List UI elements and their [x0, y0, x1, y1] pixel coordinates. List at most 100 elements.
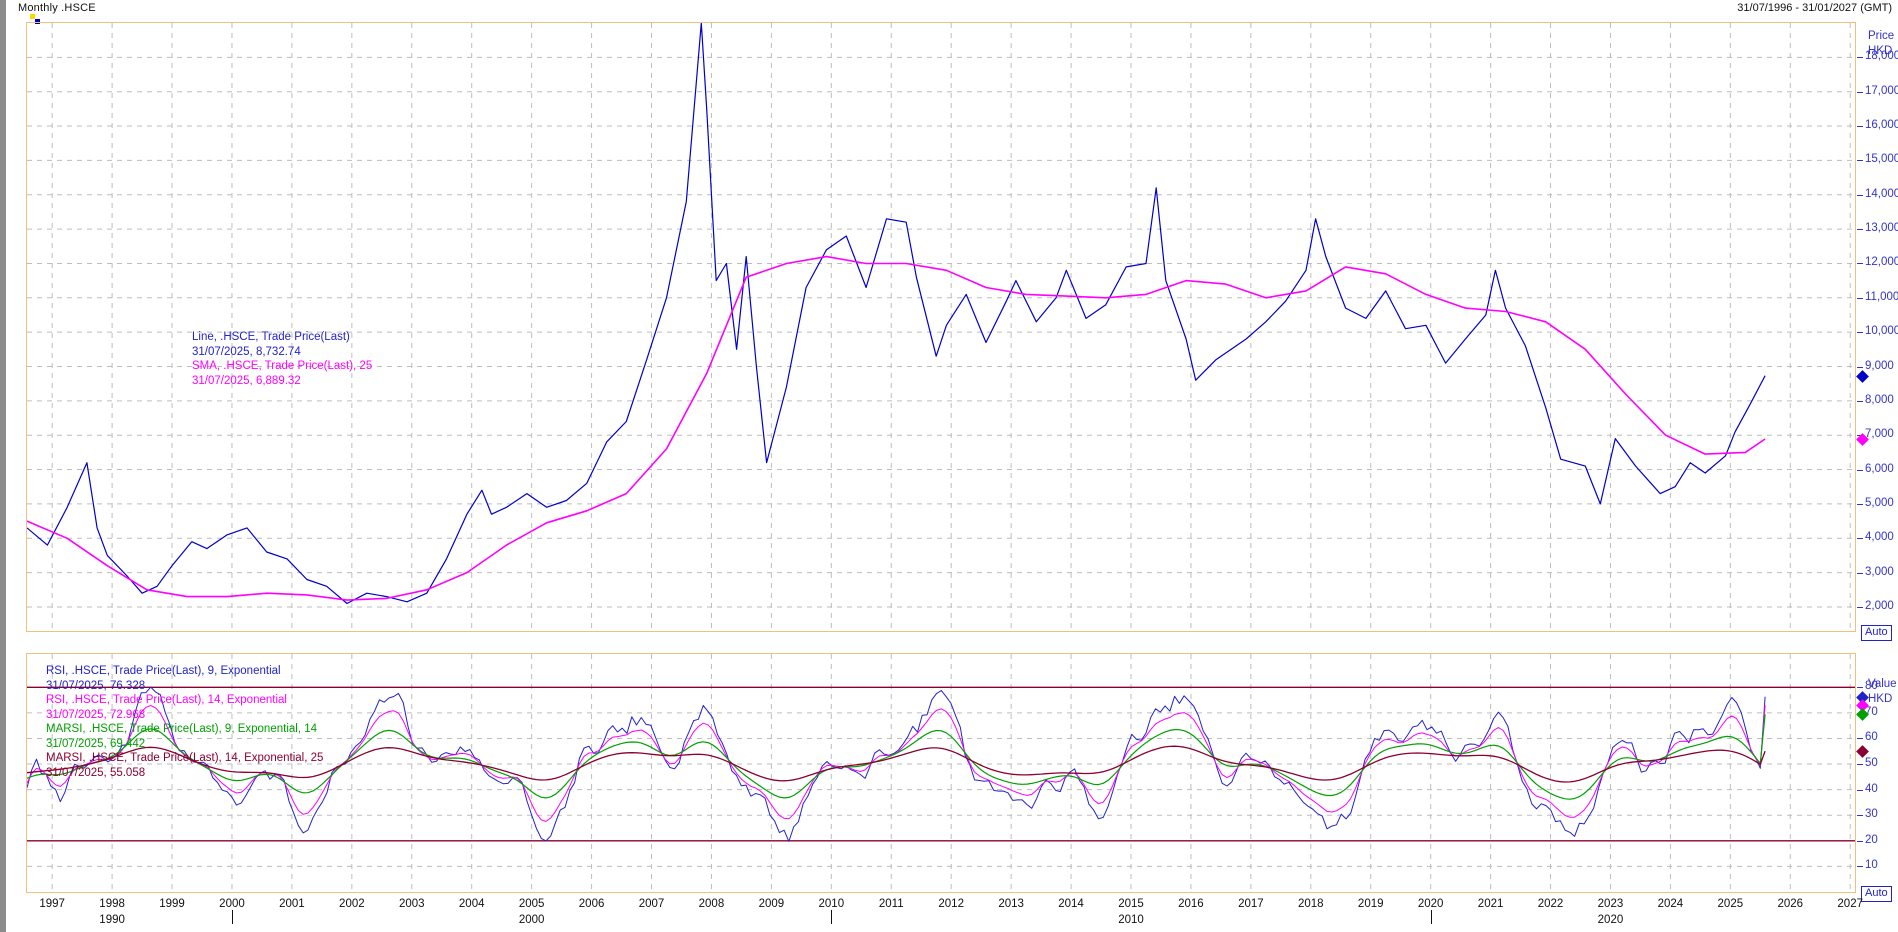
rsi-auto-scale-button[interactable]: Auto — [1861, 886, 1892, 902]
rsi-legend: RSI, .HSCE, Trade Price(Last), 9, Expone… — [46, 664, 323, 780]
price-tick-mark — [1857, 469, 1863, 471]
time-axis-year-label[interactable]: 2022 — [1537, 898, 1564, 910]
time-axis-year-label[interactable]: 2019 — [1357, 898, 1384, 910]
price-tick-label: 15,000 — [1865, 153, 1898, 166]
price-tick-label: 7,000 — [1865, 428, 1894, 441]
price-tick-mark — [1857, 538, 1863, 540]
time-axis-year-label[interactable]: 2002 — [339, 898, 365, 910]
legend-rsi-9-value: 31/07/2025, 76.328 — [46, 679, 146, 692]
price-tick-mark — [1857, 297, 1863, 299]
legend-sma-hsce-value: 31/07/2025, 6,889.32 — [192, 374, 301, 387]
crosshair-cursor-icon — [30, 14, 40, 24]
time-axis-decade-label: 2020 — [1597, 914, 1624, 926]
rsi-tick-mark — [1857, 840, 1863, 842]
price-tick-mark — [1857, 91, 1863, 93]
time-axis-year-label[interactable]: 1998 — [99, 898, 125, 910]
rsi-tick-mark — [1857, 764, 1863, 766]
legend-rsi-14: RSI, .HSCE, Trade Price(Last), 14, Expon… — [46, 694, 287, 706]
last-price-marker — [1856, 369, 1869, 383]
price-tick-label: 17,000 — [1865, 84, 1898, 97]
rsi-tick-mark — [1857, 866, 1863, 868]
price-axis-title-2: HKD — [1868, 45, 1893, 57]
price-auto-scale-button[interactable]: Auto — [1861, 625, 1892, 641]
price-tick-label: 5,000 — [1865, 496, 1894, 509]
time-axis-year-label[interactable]: 2023 — [1597, 898, 1624, 910]
legend-line-hsce-value: 31/07/2025, 8,732.74 — [192, 345, 301, 358]
time-axis-year-label[interactable]: 2017 — [1238, 898, 1264, 910]
rsi-tick-label: 30 — [1865, 808, 1878, 821]
time-axis-year-label[interactable]: 2001 — [279, 898, 305, 910]
time-axis-year-label[interactable]: 2011 — [878, 898, 904, 910]
time-axis-decade-label: 1990 — [99, 914, 125, 926]
price-axis-title-1: Price — [1868, 30, 1895, 42]
time-axis-year-label[interactable]: 2014 — [1058, 898, 1084, 910]
time-axis-decade-label: 2010 — [1118, 914, 1144, 926]
time-axis-year-label[interactable]: 2026 — [1777, 898, 1804, 910]
rsi-tick-mark — [1857, 815, 1863, 817]
price-tick-mark — [1857, 57, 1863, 59]
price-tick-label: 14,000 — [1865, 187, 1898, 200]
time-axis-year-label[interactable]: 2012 — [938, 898, 964, 910]
price-tick-mark — [1857, 400, 1863, 402]
rsi-tick-label: 50 — [1865, 757, 1878, 770]
rsi-tick-mark — [1857, 687, 1863, 689]
time-axis-decade-label: 2000 — [518, 914, 545, 926]
price-legend: Line, .HSCE, Trade Price(Last) 31/07/2025… — [192, 330, 372, 388]
rsi-tick-label: 80 — [1865, 680, 1878, 693]
time-axis-year-label[interactable]: 2003 — [398, 898, 425, 910]
time-axis-year-label[interactable]: 2016 — [1178, 898, 1204, 910]
rsi-tick-label: 60 — [1865, 731, 1878, 744]
time-axis-year-label[interactable]: 2005 — [518, 898, 545, 910]
time-axis-year-label[interactable]: 2000 — [219, 898, 245, 910]
time-axis-year-label[interactable]: 2025 — [1717, 898, 1744, 910]
price-tick-label: 18,000 — [1865, 50, 1898, 63]
time-axis-year-label[interactable]: 2015 — [1118, 898, 1144, 910]
time-axis-year-label[interactable]: 2009 — [758, 898, 785, 910]
price-tick-mark — [1857, 332, 1863, 334]
decade-divider-mark — [1430, 910, 1432, 924]
price-tick-label: 12,000 — [1865, 256, 1898, 269]
rsi-tick-label: 10 — [1865, 859, 1878, 872]
rsi-plot — [27, 654, 1855, 892]
rsi-tick-label: 20 — [1865, 833, 1878, 846]
price-tick-label: 4,000 — [1865, 531, 1894, 544]
rsi-panel[interactable] — [26, 653, 1856, 893]
time-axis-year-label[interactable]: 2024 — [1657, 898, 1684, 910]
price-tick-label: 13,000 — [1865, 222, 1898, 235]
time-axis-year-label[interactable]: 2027 — [1837, 898, 1863, 910]
price-tick-label: 11,000 — [1865, 290, 1898, 303]
instrument-title: Monthly .HSCE — [18, 2, 96, 14]
price-tick-label: 9,000 — [1865, 359, 1894, 372]
price-tick-label: 3,000 — [1865, 565, 1894, 578]
price-panel[interactable] — [26, 22, 1856, 632]
rsi-axis-title-2: HKD — [1868, 693, 1893, 705]
time-axis-year-label[interactable]: 1999 — [159, 898, 185, 910]
time-axis-year-label[interactable]: 2020 — [1417, 898, 1444, 910]
legend-sma-hsce: SMA, .HSCE, Trade Price(Last), 25 — [192, 360, 373, 372]
price-tick-label: 16,000 — [1865, 119, 1898, 132]
decade-divider-mark — [231, 910, 233, 924]
time-axis-year-label[interactable]: 2013 — [998, 898, 1024, 910]
legend-rsi-9: RSI, .HSCE, Trade Price(Last), 9, Expone… — [46, 665, 281, 677]
time-axis-year-label[interactable]: 2008 — [698, 898, 725, 910]
legend-marsi-9-value: 31/07/2025, 69.442 — [46, 737, 146, 750]
decade-divider-mark — [831, 910, 833, 924]
price-tick-label: 8,000 — [1865, 393, 1894, 406]
time-axis-year-label[interactable]: 1997 — [39, 898, 65, 910]
time-axis-year-label[interactable]: 2018 — [1297, 898, 1324, 910]
time-axis-year-label[interactable]: 2006 — [578, 898, 605, 910]
price-tick-mark — [1857, 160, 1863, 162]
time-axis-year-label[interactable]: 2004 — [458, 898, 485, 910]
time-axis-year-label[interactable]: 2007 — [638, 898, 665, 910]
price-tick-label: 2,000 — [1865, 599, 1894, 612]
price-tick-mark — [1857, 572, 1863, 574]
price-tick-label: 6,000 — [1865, 462, 1894, 475]
time-axis-year-label[interactable]: 2021 — [1477, 898, 1504, 910]
time-axis-year-label[interactable]: 2010 — [818, 898, 845, 910]
price-tick-label: 10,000 — [1865, 325, 1898, 338]
legend-rsi-14-value: 31/07/2025, 72.968 — [46, 708, 146, 721]
price-tick-mark — [1857, 503, 1863, 505]
legend-marsi-9: MARSI, .HSCE, Trade Price(Last), 9, Expo… — [46, 723, 318, 735]
date-range-label: 31/07/1996 - 31/01/2027 (GMT) — [1737, 2, 1892, 14]
legend-marsi-25-value: 31/07/2025, 55.058 — [46, 766, 146, 779]
